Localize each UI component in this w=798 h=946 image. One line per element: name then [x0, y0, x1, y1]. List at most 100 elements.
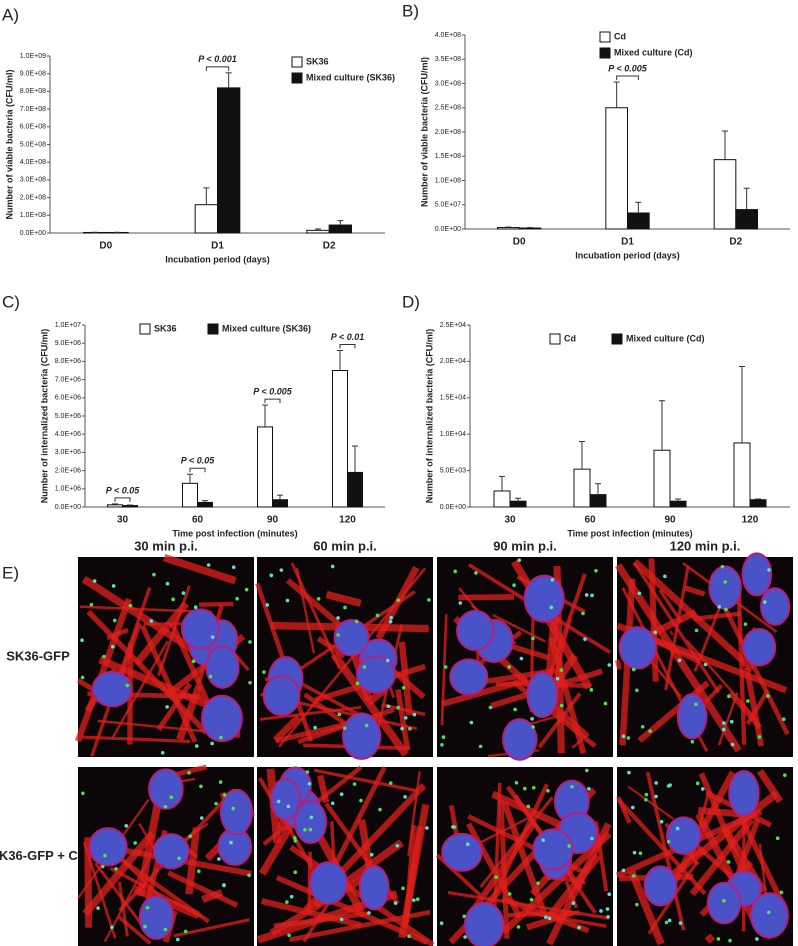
bacterium [659, 819, 664, 824]
nucleus [138, 895, 175, 940]
y-tick-label: 8.0E+08 [20, 88, 46, 95]
y-axis-label: Number of internalized bacteria (CFU/ml) [39, 329, 49, 504]
y-tick-label: 0.0E+00 [440, 504, 466, 511]
bacterium [125, 683, 130, 688]
nucleus [180, 608, 220, 650]
legend-swatch [207, 323, 219, 335]
bacterium [559, 703, 564, 708]
bacterium [415, 897, 420, 902]
bacterium [114, 867, 118, 871]
bacterium [208, 674, 213, 679]
bacterium [145, 905, 150, 910]
nucleus [708, 565, 742, 610]
bacterium [292, 836, 297, 840]
bacterium [627, 770, 631, 775]
y-tick-label: 3.0E+08 [20, 177, 46, 184]
bacterium [244, 587, 249, 592]
nucleus [456, 609, 495, 651]
bacterium [644, 798, 648, 802]
actin-fiber [492, 613, 546, 643]
bacterium [187, 771, 191, 775]
bar [735, 209, 758, 230]
bacterium [727, 694, 731, 699]
error-bar [739, 365, 745, 443]
y-tick-label: 7.0E+06 [55, 376, 81, 383]
bacterium [599, 909, 603, 913]
bacterium [547, 916, 552, 921]
bacterium [507, 892, 512, 896]
bacterium [451, 825, 455, 829]
bacterium [248, 640, 252, 644]
bacterium [293, 839, 298, 843]
bar [122, 505, 138, 508]
bacterium [210, 635, 215, 639]
error-bar [315, 228, 321, 231]
actin-fiber [632, 559, 755, 672]
bacterium [206, 563, 211, 567]
bacterium [412, 898, 416, 902]
significance-bracket [189, 467, 206, 473]
actin-fiber [704, 933, 715, 944]
bacterium [218, 780, 223, 784]
bacterium [425, 826, 429, 830]
bacterium [427, 598, 431, 602]
actin-fiber [544, 853, 602, 922]
bacterium [517, 558, 521, 563]
bacterium [339, 792, 344, 797]
y-tick-label: 2.0E+06 [55, 467, 81, 474]
nucleus [333, 619, 370, 657]
x-axis-label: Time post infection (minutes) [172, 528, 297, 538]
actin-fiber [79, 605, 213, 614]
bacterium [677, 658, 682, 663]
panel-label: D) [402, 292, 420, 311]
bacterium [269, 573, 274, 578]
significance-label: P < 0.01 [331, 332, 364, 342]
bacterium [720, 564, 725, 569]
bacterium [80, 638, 84, 643]
bacterium [621, 734, 626, 739]
y-tick-label: 2.0E+08 [435, 129, 461, 136]
bacterium [648, 729, 652, 733]
actin-fiber [689, 817, 755, 897]
bacterium [276, 799, 281, 804]
actin-fiber [627, 785, 674, 820]
bacterium [586, 786, 591, 791]
bacterium [100, 864, 105, 869]
y-tick-label: 9.0E+06 [55, 340, 81, 347]
bacterium [199, 784, 203, 789]
significance-bracket [264, 398, 281, 404]
bacterium [175, 937, 180, 942]
bacterium [722, 899, 726, 903]
y-tick-label: 1.5E+04 [440, 395, 466, 402]
bacterium [160, 751, 165, 755]
bacterium [231, 565, 236, 569]
bacterium [695, 781, 700, 786]
bacterium [730, 742, 735, 747]
nucleus [358, 864, 390, 911]
nucleus [706, 881, 742, 925]
bacterium [369, 852, 374, 857]
bacterium [339, 917, 344, 922]
bacterium [626, 736, 631, 740]
bacterium [265, 603, 270, 607]
nucleus [152, 833, 190, 870]
legend-swatch [599, 47, 611, 59]
bacterium [631, 667, 636, 672]
bacterium [313, 725, 317, 730]
bacterium [584, 593, 589, 597]
actin-fiber [117, 915, 152, 945]
bar [573, 468, 591, 508]
x-tick-label: 60 [192, 515, 204, 526]
nucleus [742, 627, 777, 667]
bacterium [443, 665, 448, 669]
bacterium [362, 665, 367, 669]
bacterium [635, 688, 639, 693]
bacterium [330, 801, 335, 806]
bacterium [396, 705, 401, 710]
bacterium [171, 597, 175, 602]
y-axis-label: Number of viable bacteria (CFU/ml) [4, 69, 14, 219]
nucleus [262, 674, 301, 717]
bacterium [165, 705, 169, 709]
bacterium [359, 798, 363, 803]
bacterium [440, 742, 444, 747]
